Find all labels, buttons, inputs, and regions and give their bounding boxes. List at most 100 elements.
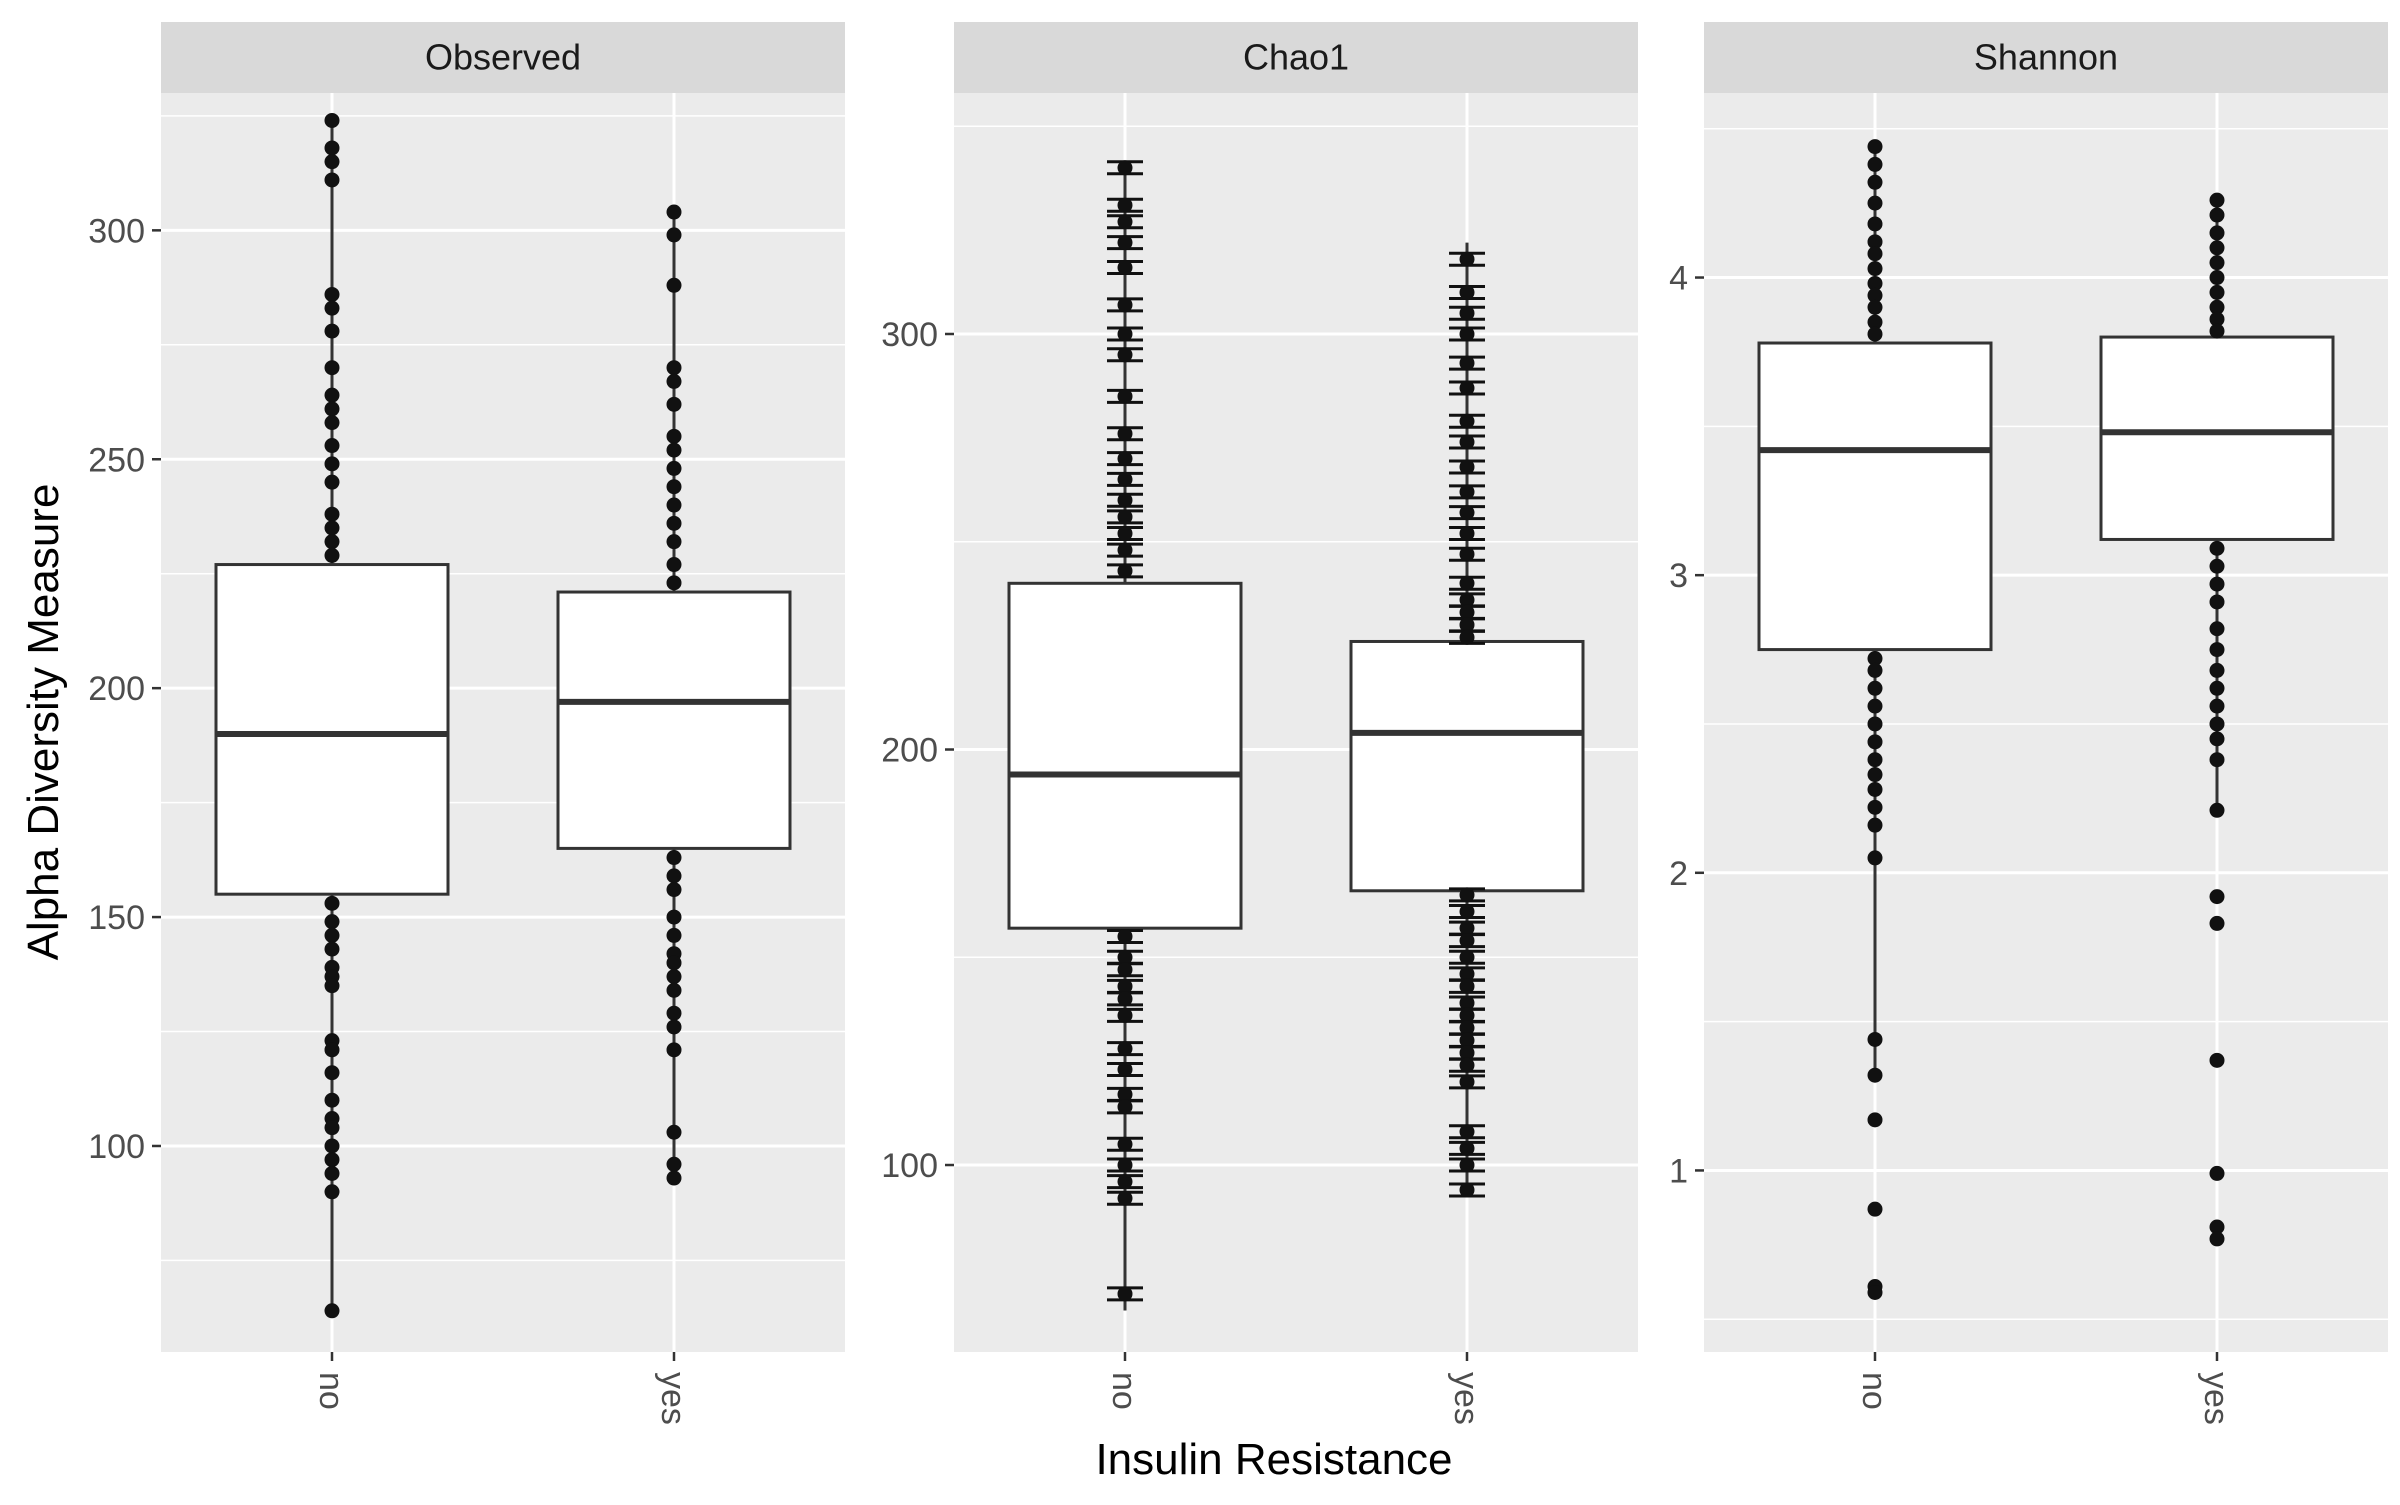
- data-point: [1117, 197, 1133, 213]
- data-point: [1117, 1136, 1133, 1152]
- y-tick-label: 250: [88, 441, 145, 479]
- data-point: [324, 154, 340, 170]
- data-point: [1459, 546, 1475, 562]
- data-point: [1459, 505, 1475, 521]
- data-point: [666, 442, 682, 458]
- data-point: [2209, 680, 2225, 696]
- data-point: [1867, 314, 1883, 330]
- data-point: [2209, 558, 2225, 574]
- data-point: [1867, 275, 1883, 291]
- box-iqr: [1007, 581, 1243, 930]
- data-point: [2209, 594, 2225, 610]
- data-point: [1459, 434, 1475, 450]
- data-point: [1459, 629, 1475, 645]
- data-point: [1459, 904, 1475, 920]
- facet-strip: [1704, 22, 2388, 93]
- data-point: [324, 140, 340, 156]
- data-point: [1867, 261, 1883, 277]
- data-point: [666, 479, 682, 495]
- data-point: [1459, 380, 1475, 396]
- data-point: [1459, 326, 1475, 342]
- x-tick-label: yes: [2197, 1372, 2235, 1425]
- data-point: [324, 914, 340, 930]
- data-point: [2209, 1219, 2225, 1235]
- data-point: [666, 882, 682, 898]
- data-point: [324, 1120, 340, 1136]
- data-point: [1867, 246, 1883, 262]
- data-point: [324, 300, 340, 316]
- data-point: [324, 172, 340, 188]
- data-point: [666, 497, 682, 513]
- data-point: [2209, 1052, 2225, 1068]
- data-point: [1867, 1031, 1883, 1047]
- data-point: [2209, 323, 2225, 339]
- data-point: [1459, 575, 1475, 591]
- data-point: [1459, 1057, 1475, 1073]
- data-point: [2209, 192, 2225, 208]
- data-point: [1117, 1061, 1133, 1077]
- data-point: [324, 941, 340, 957]
- data-point: [1117, 214, 1133, 230]
- data-point: [666, 969, 682, 985]
- data-point: [2209, 662, 2225, 678]
- data-point: [2209, 1165, 2225, 1181]
- data-point: [1867, 1112, 1883, 1128]
- data-point: [1117, 928, 1133, 944]
- data-point: [2209, 915, 2225, 931]
- data-point: [1867, 1284, 1883, 1300]
- data-point: [1867, 216, 1883, 232]
- data-point: [1459, 592, 1475, 608]
- data-point: [2209, 889, 2225, 905]
- data-point: [2209, 540, 2225, 556]
- box-iqr: [214, 563, 450, 896]
- data-point: [1117, 260, 1133, 276]
- data-point: [1117, 1086, 1133, 1102]
- y-tick-label: 200: [88, 670, 145, 708]
- data-point: [324, 1165, 340, 1181]
- data-point: [1117, 235, 1133, 251]
- data-point: [1117, 978, 1133, 994]
- data-point: [2209, 752, 2225, 768]
- x-tick-label: no: [1105, 1372, 1143, 1410]
- data-point: [2209, 299, 2225, 315]
- data-point: [324, 474, 340, 490]
- data-point: [666, 1042, 682, 1058]
- data-point: [1459, 1074, 1475, 1090]
- data-point: [1459, 525, 1475, 541]
- data-point: [1867, 651, 1883, 667]
- data-point: [324, 415, 340, 431]
- y-tick-label: 200: [881, 732, 938, 770]
- x-tick-label: no: [312, 1372, 350, 1410]
- data-point: [324, 895, 340, 911]
- data-point: [1117, 426, 1133, 442]
- data-point: [1117, 949, 1133, 965]
- data-point: [324, 1042, 340, 1058]
- data-point: [324, 506, 340, 522]
- data-point: [666, 1156, 682, 1172]
- y-tick-label: 2: [1669, 855, 1688, 893]
- data-point: [1459, 1157, 1475, 1173]
- data-point: [666, 534, 682, 550]
- y-tick-label: 4: [1669, 260, 1688, 298]
- data-point: [1459, 1020, 1475, 1036]
- data-point: [1117, 347, 1133, 363]
- data-point: [1867, 234, 1883, 250]
- data-point: [1459, 920, 1475, 936]
- data-point: [2209, 802, 2225, 818]
- box-iqr: [1757, 341, 1993, 652]
- data-point: [324, 286, 340, 302]
- data-point: [1867, 767, 1883, 783]
- data-point: [666, 1019, 682, 1035]
- data-point: [1459, 484, 1475, 500]
- data-point: [666, 1170, 682, 1186]
- data-point: [666, 360, 682, 376]
- facet-panel: [1704, 93, 2388, 1352]
- data-point: [666, 396, 682, 412]
- data-point: [1867, 174, 1883, 190]
- data-point: [2209, 270, 2225, 286]
- data-point: [2209, 284, 2225, 300]
- data-point: [1459, 966, 1475, 982]
- data-point: [324, 112, 340, 128]
- data-point: [1867, 1201, 1883, 1217]
- facet-strip-label: Shannon: [1974, 37, 2118, 78]
